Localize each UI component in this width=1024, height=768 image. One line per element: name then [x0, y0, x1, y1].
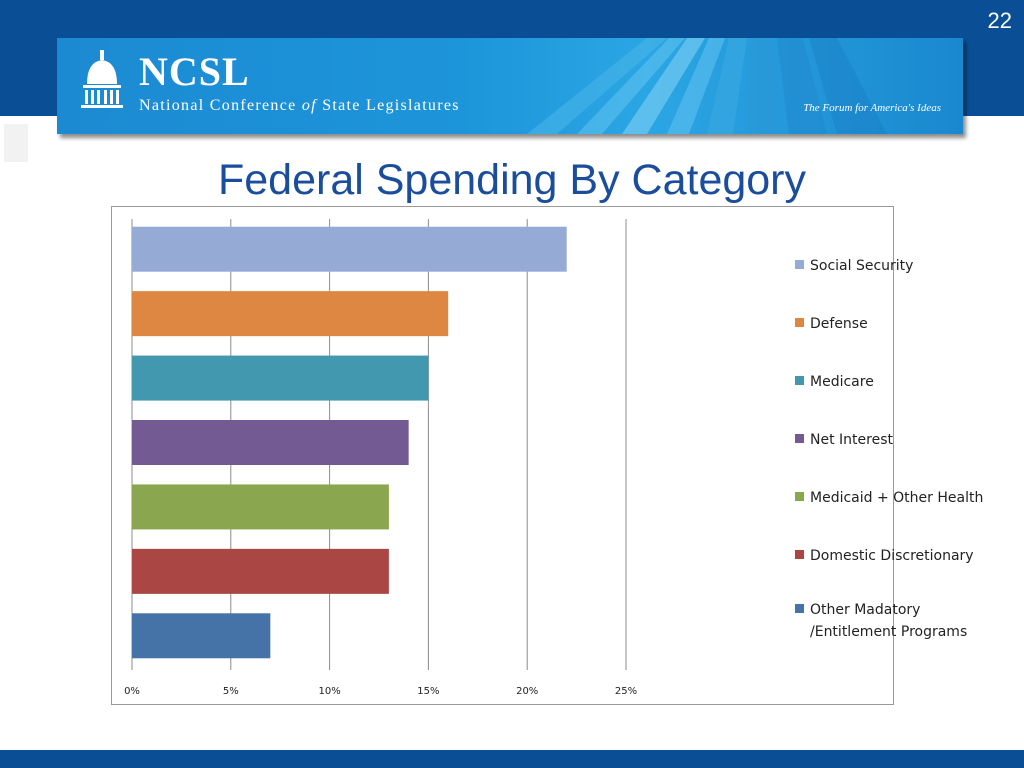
legend-swatch: [795, 434, 804, 443]
legend-label: Domestic Discretionary: [810, 548, 974, 564]
slide-title: Federal Spending By Category: [217, 156, 807, 204]
legend-label: Medicare: [810, 374, 874, 390]
legend-swatch: [795, 260, 804, 269]
legend-swatch: [795, 318, 804, 327]
x-tick-label: 25%: [615, 686, 637, 697]
ncsl-org-name: National Conference of State Legislature…: [139, 97, 460, 114]
ncsl-logo-text: NCSL: [139, 49, 250, 94]
legend-label: Medicaid + Other Health: [810, 490, 984, 506]
legend-label: Social Security: [810, 258, 914, 274]
x-tick-label: 5%: [223, 686, 239, 697]
x-tick-label: 0%: [124, 686, 140, 697]
legend-label: Net Interest: [810, 432, 893, 448]
bar-social-security: [132, 226, 567, 272]
x-tick-label: 15%: [417, 686, 439, 697]
legend-swatch: [795, 376, 804, 385]
bar-domestic-discretionary: [132, 548, 389, 594]
footer-band: [0, 750, 1024, 768]
bar-other-madatory-entitlement-programs: [132, 613, 271, 659]
banner-tagline: The Forum for America's Ideas: [803, 102, 941, 114]
x-tick-label: 20%: [516, 686, 538, 697]
bar-medicare: [132, 355, 429, 401]
bar-chart: 0% 5% 10% 15% 20% 25%: [124, 219, 637, 697]
capitol-dome-icon: [81, 50, 123, 108]
bar-medicaid-other-health: [132, 484, 389, 530]
bar-defense: [132, 291, 449, 337]
legend-label: Defense: [810, 316, 868, 332]
banner-rays-graphic: [527, 38, 887, 134]
slide-number: 22: [987, 8, 1012, 33]
side-tab: [4, 124, 28, 162]
legend-swatch: [795, 604, 804, 613]
chart-frame: 0% 5% 10% 15% 20% 25% Social Security Defense M…: [111, 206, 983, 705]
legend-swatch: [795, 550, 804, 559]
bar-net-interest: [132, 420, 409, 465]
legend-label: Other Madatory/Entitlement Programs: [810, 602, 968, 640]
legend-swatch: [795, 492, 804, 501]
x-tick-label: 10%: [318, 686, 340, 697]
ncsl-banner: NCSL National Conference of State Legisl…: [57, 38, 963, 134]
